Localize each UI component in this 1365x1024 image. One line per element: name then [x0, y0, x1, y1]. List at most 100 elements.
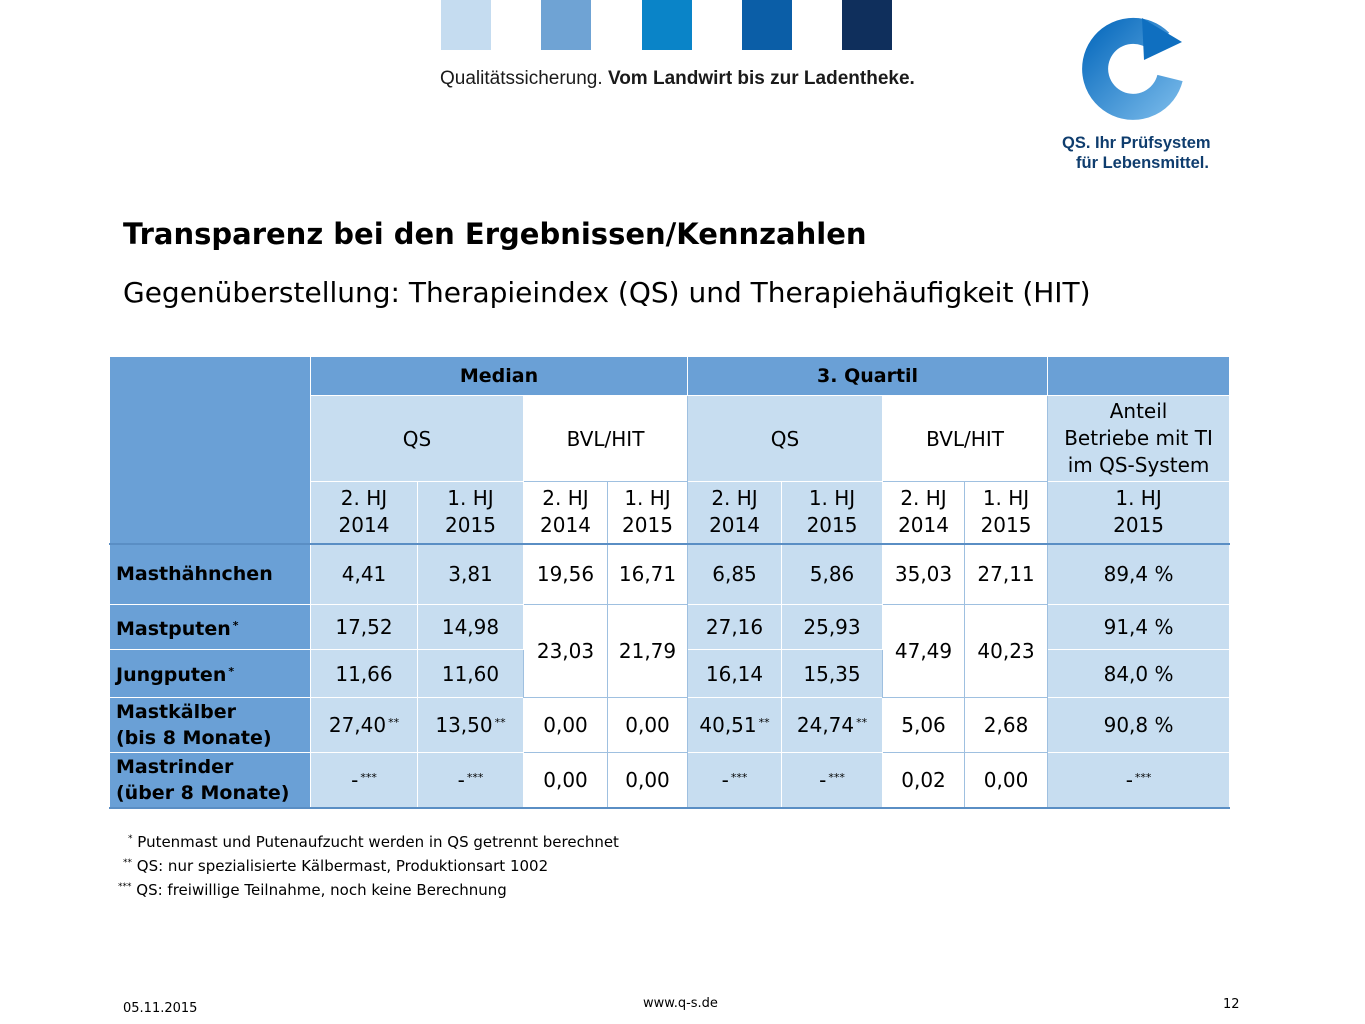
tagline-regular: Qualitätssicherung.	[440, 68, 603, 89]
row-label-line-2: (über 8 Monate)	[116, 781, 290, 804]
table-cell: 13,50 **	[417, 697, 524, 753]
period-line: 1. HJ	[982, 486, 1030, 511]
table-cell-merged: 47,49	[882, 604, 966, 698]
table-cell: 27,16	[687, 604, 783, 650]
table-cell: 15,35	[781, 649, 884, 698]
table-cell: - ***	[1047, 752, 1231, 809]
table-row: Jungputen * 11,66 11,60 16,14 15,35 84,0 …	[109, 649, 1231, 698]
period-line: 1. HJ	[808, 486, 856, 511]
anteil-line-3: im QS-System	[1067, 453, 1210, 477]
period-year: 2014	[540, 513, 591, 538]
table-cell: 16,71	[606, 542, 689, 605]
cell-value: 27,40	[328, 713, 387, 737]
brand-tagline: Qualitätssicherung. Vom Landwirt bis zur…	[440, 68, 915, 90]
sub-qs-median: QS	[310, 395, 524, 482]
period-cell: 2. HJ 2014	[310, 481, 418, 544]
row-label: Jungputen *	[109, 649, 311, 698]
table-cell: 3,81	[417, 542, 524, 605]
group-empty	[1047, 356, 1231, 396]
footnote-3: *** QS: freiwillige Teilnahme, noch kein…	[116, 877, 619, 901]
table-cell: - ***	[687, 752, 783, 809]
footnote-mark: **	[494, 716, 506, 729]
period-line: 2. HJ	[711, 486, 758, 511]
table-cell: 27,40 **	[310, 697, 418, 753]
cell-value: 24,74	[796, 713, 855, 737]
table-cell: 5,86	[781, 542, 884, 605]
table-cell: 91,4 %	[1047, 604, 1231, 650]
period-line: 1. HJ	[1115, 486, 1162, 511]
footnote-mark: **	[758, 716, 770, 729]
table-cell: 17,52	[310, 604, 418, 650]
period-year: 2015	[1113, 513, 1164, 538]
cell-value: 13,50	[435, 713, 493, 737]
logo-text: QS. Ihr Prüfsystem für Lebensmittel.	[1062, 133, 1222, 173]
table-cell: 0,00	[523, 752, 608, 809]
group-median: Median	[309, 356, 689, 396]
period-line: 1. HJ	[447, 486, 494, 511]
period-cell: 1. HJ 2015	[964, 481, 1049, 544]
period-year: 2015	[980, 513, 1032, 538]
brand-square-4	[742, 0, 792, 50]
footnote-mark: ***	[360, 770, 377, 784]
table-cell: 6,85	[687, 542, 783, 605]
comparison-table: Median 3. Quartil QS BVL/HIT QS BVL/HIT …	[109, 356, 1231, 809]
period-year: 2015	[445, 513, 496, 538]
cell-value: -	[721, 767, 729, 792]
footnote-mark: **	[856, 716, 868, 729]
period-cell: 2. HJ 2014	[882, 481, 966, 544]
table-cell-merged: 40,23	[964, 604, 1049, 698]
brand-square-5	[842, 0, 892, 50]
table-row: Mastputen * 17,52 14,98 23,03 21,79 27,16…	[109, 604, 1231, 698]
table-cell: 0,02	[882, 752, 966, 809]
row-label-text: Mastputen	[116, 617, 231, 640]
footnote-2-text: QS: nur spezialisierte Kälbermast, Produ…	[136, 857, 549, 875]
table-cell: 11,66	[310, 649, 418, 698]
footnote-mark: ***	[730, 770, 748, 784]
period-cell: 1. HJ 2015	[606, 481, 689, 544]
table-cell: 19,56	[523, 542, 608, 605]
brand-square-1	[441, 0, 491, 50]
table-cell: 27,11	[964, 542, 1049, 605]
table-cell: 11,60	[417, 649, 524, 698]
footnote-2: ** QS: nur spezialisierte Kälbermast, Pr…	[116, 853, 619, 877]
table-cell: 90,8 %	[1047, 697, 1231, 753]
table-cell: 24,74 **	[781, 697, 884, 753]
period-line: 2. HJ	[900, 486, 947, 511]
table-cell: 35,03	[882, 542, 966, 605]
row-label: Masthähnchen	[109, 542, 311, 605]
row-label-text: Masthähnchen	[116, 563, 273, 586]
group-quartil: 3. Quartil	[687, 356, 1049, 396]
anteil-header: Anteil Betriebe mit TI im QS-System	[1047, 395, 1231, 482]
table-cell: - ***	[310, 752, 418, 809]
page-number: 12	[1223, 997, 1240, 1012]
anteil-line-2: Betriebe mit TI	[1064, 426, 1213, 450]
table-cell: 0,00	[523, 697, 608, 753]
table-row: Mastkälber (bis 8 Monate) 27,40 ** 13,50 **…	[109, 697, 1231, 753]
period-year: 2015	[622, 513, 673, 538]
period-year: 2014	[338, 513, 390, 538]
footnotes: * Putenmast und Putenaufzucht werden in …	[116, 829, 619, 901]
period-year: 2014	[898, 513, 949, 538]
period-line: 2. HJ	[340, 486, 388, 511]
cell-value: -	[1125, 767, 1133, 792]
footnote-3-mark: ***	[118, 882, 132, 892]
footer-url[interactable]: www.q-s.de	[643, 996, 718, 1011]
brand-square-3	[642, 0, 692, 50]
circular-arrow-icon	[1082, 17, 1183, 120]
page-title: Transparenz bei den Ergebnissen/Kennzahl…	[123, 217, 867, 251]
table-cell: 14,98	[417, 604, 524, 650]
page-subtitle: Gegenüberstellung: Therapieindex (QS) un…	[123, 276, 1091, 309]
table-cell: - ***	[781, 752, 884, 809]
row-label-line-1: Mastrinder	[116, 755, 234, 778]
table-cell: 2,68	[964, 697, 1049, 753]
period-cell: 1. HJ 2015	[781, 481, 884, 544]
table-row: Masthähnchen 4,41 3,81 19,56 16,71 6,85 …	[109, 542, 1231, 605]
table-cell: 84,0 %	[1047, 649, 1231, 698]
row-label: Mastrinder (über 8 Monate)	[109, 752, 311, 809]
table-row: Mastrinder (über 8 Monate) - *** - *** 0,00…	[109, 752, 1231, 809]
row-label: Mastkälber (bis 8 Monate)	[109, 697, 311, 753]
period-year: 2015	[806, 513, 858, 538]
table-cell: - ***	[417, 752, 524, 809]
footnote-3-text: QS: freiwillige Teilnahme, noch keine Be…	[136, 881, 507, 899]
table-cell: 0,00	[606, 752, 689, 809]
